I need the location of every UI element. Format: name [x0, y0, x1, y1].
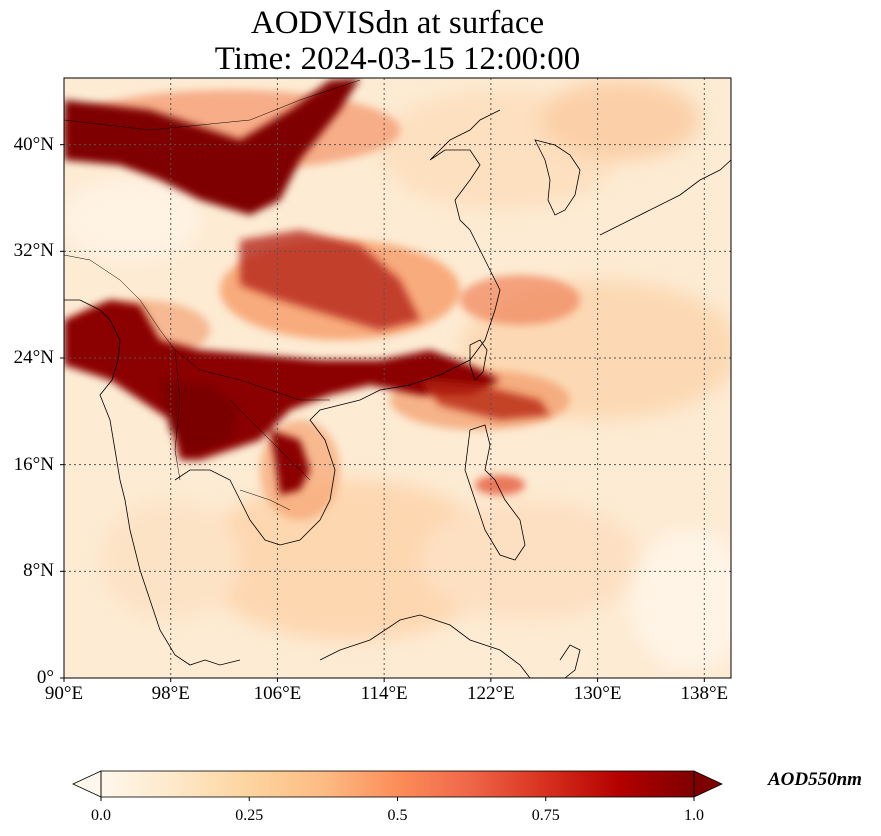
- border-segment: [199, 369, 330, 401]
- aod-mid-region: [540, 80, 700, 160]
- x-tick-label: 90°E: [44, 683, 84, 704]
- aod-mid-region: [420, 500, 640, 620]
- gridlines: [64, 78, 731, 678]
- axis-tick-marks: [60, 144, 705, 682]
- y-tick-label: 32°N: [13, 240, 54, 262]
- coastlines: [64, 109, 731, 678]
- y-tick-label: 24°N: [13, 347, 54, 368]
- coastline-china: [174, 109, 501, 546]
- border-segment: [64, 79, 361, 131]
- colorbar-tick-label: 0.75: [531, 807, 560, 824]
- aod-plume-sichuan: [240, 230, 420, 330]
- colorbar-gradient: [101, 771, 694, 797]
- map-frame: [63, 77, 732, 679]
- border-segment: [239, 489, 291, 511]
- coastline-taiwan: [469, 339, 488, 381]
- map-subtitle-time: Time: 2024-03-15 12:00:00: [214, 41, 581, 77]
- coastline-sulawesi: [559, 644, 581, 678]
- aod-moderate-region: [460, 275, 580, 325]
- aod-field: [64, 78, 731, 678]
- colorbar-extend-max: [693, 770, 723, 798]
- x-tick-label: 114°E: [360, 683, 408, 704]
- border-segment: [174, 349, 181, 481]
- aod-mid-region: [100, 500, 240, 620]
- aod-plume-north: [64, 78, 360, 215]
- country-borders: [64, 79, 361, 511]
- coastline-myanmar-malay: [64, 299, 241, 666]
- y-tick-label: 0°: [36, 667, 54, 688]
- border-segment: [229, 399, 311, 481]
- x-tick-label: 122°E: [467, 683, 515, 704]
- aod-low-region: [630, 530, 731, 670]
- colorbar-tick-label: 0.25: [235, 807, 264, 824]
- colorbar-tick-label: 0.5: [387, 807, 408, 824]
- colorbar: [72, 770, 723, 801]
- aod-moderate-region: [475, 475, 525, 495]
- colorbar-label: AOD550nm: [768, 769, 862, 790]
- y-tick-label: 40°N: [13, 133, 54, 155]
- colorbar-extend-min: [72, 770, 102, 798]
- y-tick-label: 8°N: [23, 560, 54, 582]
- aod-low-region: [64, 180, 200, 260]
- x-tick-label: 138°E: [680, 683, 729, 704]
- x-tick-label: 106°E: [253, 683, 302, 704]
- coastline-korea: [534, 139, 581, 216]
- coastline-philippines: [464, 424, 526, 561]
- colorbar-tick-label: 1.0: [684, 807, 704, 824]
- coastline-borneo: [319, 614, 531, 678]
- aod-background-shading: [64, 80, 731, 670]
- colorbar-tick-label: 0.0: [91, 807, 111, 824]
- aod-plume-indochina: [270, 430, 310, 495]
- x-tick-label: 98°E: [151, 683, 190, 704]
- colorbar-tick-marks: [100, 797, 695, 801]
- y-tick-label: 16°N: [13, 453, 54, 475]
- x-tick-label: 130°E: [573, 683, 622, 704]
- coastline-japan: [599, 159, 731, 236]
- aod-plume-coastal: [420, 380, 550, 420]
- map-title: AODVISdn at surface: [250, 5, 545, 41]
- aod-mid-region: [200, 480, 500, 640]
